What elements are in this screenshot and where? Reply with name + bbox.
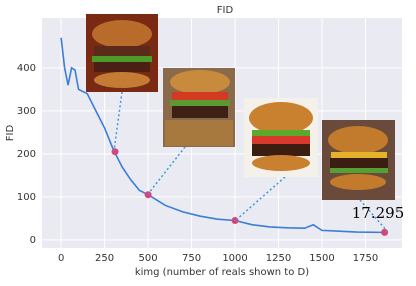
x-tick-label: 1500 — [309, 253, 334, 264]
annotation: 17.295 — [352, 204, 405, 222]
x-tick-label: 250 — [95, 253, 114, 264]
y-tick-label: 200 — [17, 149, 36, 160]
x-tick-label: 1750 — [353, 253, 378, 264]
plot — [60, 37, 389, 236]
thumbnail — [322, 120, 395, 200]
connector — [113, 91, 123, 152]
x-axis-label: kimg (number of reals shown to D) — [135, 267, 309, 278]
thumbnail — [163, 68, 235, 147]
highlight-point — [231, 216, 239, 224]
thumbnails — [113, 91, 388, 232]
chart-title: FID — [217, 5, 234, 16]
highlight-point — [111, 148, 119, 156]
y-tick-label: 0 — [30, 235, 36, 246]
y-tick-label: 100 — [17, 192, 36, 203]
thumbnail — [86, 14, 158, 92]
line — [60, 37, 385, 234]
connector — [147, 146, 186, 195]
connector — [235, 176, 286, 221]
highlight-point — [381, 228, 389, 236]
x-tick-label: 500 — [139, 253, 158, 264]
x-tick-label: 750 — [182, 253, 201, 264]
x-tick-label: 1000 — [222, 253, 247, 264]
y-tick-label: 400 — [17, 63, 36, 74]
y-tick-label: 300 — [17, 106, 36, 117]
x-tick-label: 1250 — [266, 253, 291, 264]
x-tick-label: 0 — [58, 253, 64, 264]
highlight-point — [144, 191, 152, 199]
thumbnail — [244, 98, 318, 177]
y-axis-label: FID — [5, 125, 16, 142]
